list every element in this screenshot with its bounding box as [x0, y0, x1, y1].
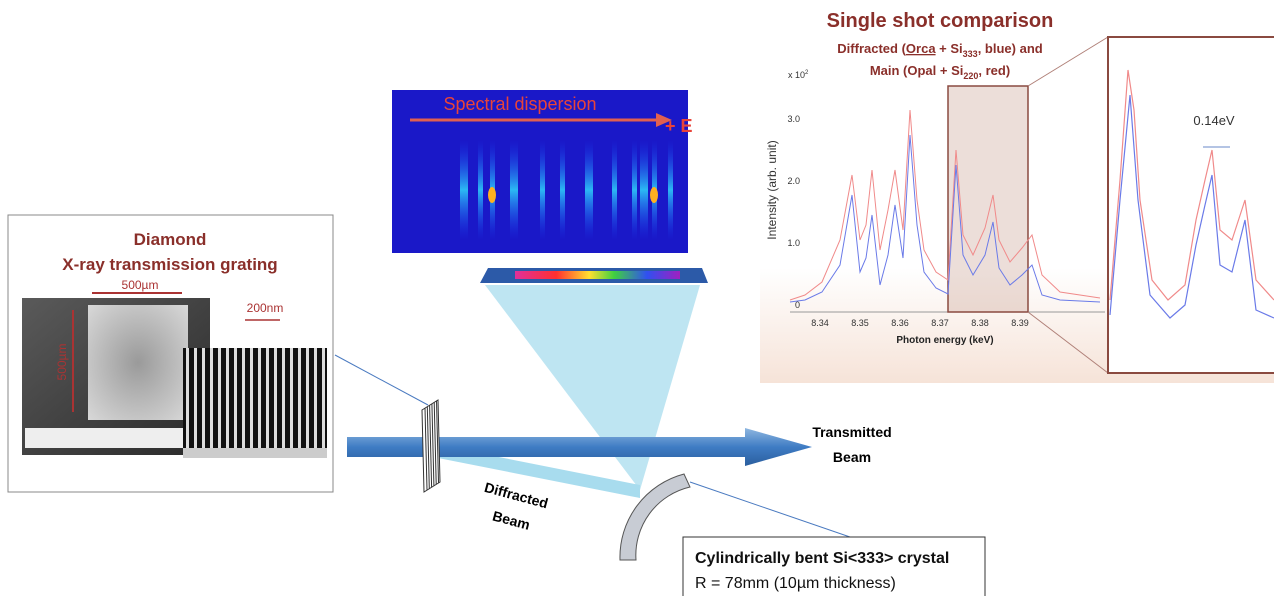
energy-label: + E [665, 116, 693, 136]
detector-stripe [585, 140, 593, 240]
y-axis-label: Intensity (arb. unit) [765, 140, 779, 239]
grating-line [322, 348, 325, 448]
grating-line [202, 348, 205, 448]
grating-line [226, 348, 229, 448]
detector-stripe [668, 140, 673, 240]
detector-stripe [540, 140, 545, 240]
detector-stripe [560, 140, 565, 240]
zoom-panel [1108, 37, 1274, 373]
x-tick-label: 8.36 [891, 318, 909, 328]
beam-label: Beam [491, 508, 532, 533]
grating-line [282, 348, 285, 448]
y-tick-label: 2.0 [787, 176, 800, 186]
grating-title: Diamond [134, 230, 207, 249]
grating-line [306, 348, 309, 448]
diffracted-cone [485, 285, 700, 490]
detector-stripe [640, 140, 648, 240]
x-tick-label: 8.38 [971, 318, 989, 328]
grating-line [210, 348, 213, 448]
detector-stripe [478, 140, 483, 240]
beam-label: Transmitted [812, 424, 891, 440]
spectrum-strip [515, 271, 680, 279]
grating-line [274, 348, 277, 448]
detector-stripe [510, 140, 518, 240]
grating-line [194, 348, 197, 448]
grating-line [250, 348, 253, 448]
panel-title: Single shot comparison [827, 10, 1054, 32]
zoom-annotation: 0.14eV [1193, 113, 1235, 128]
hot-spot [488, 187, 496, 203]
grating-line [186, 348, 189, 448]
hot-spot [650, 187, 658, 203]
diagram: Single shot comparison Diffracted (Orca … [0, 0, 1274, 596]
x-tick-label: 8.35 [851, 318, 869, 328]
height-label: 500µm [55, 344, 69, 381]
x-axis-label: Photon energy (keV) [896, 335, 993, 346]
grating-line [298, 348, 301, 448]
detector-stripe [612, 140, 617, 240]
grating-line [314, 348, 317, 448]
y-tick-label: 3.0 [787, 114, 800, 124]
grating-line [242, 348, 245, 448]
x-tick-label: 8.37 [931, 318, 949, 328]
info-bar [183, 448, 327, 458]
connector [690, 482, 850, 537]
y-tick-label: 1.0 [787, 238, 800, 248]
grating-pad [88, 305, 188, 420]
beam-label: Beam [833, 449, 871, 465]
beam-label: Diffracted [483, 479, 550, 511]
x-tick-label: 8.34 [811, 318, 829, 328]
width-label: 500µm [122, 278, 159, 292]
grating-line [258, 348, 261, 448]
x-tick-label: 8.39 [1011, 318, 1029, 328]
grating-line [218, 348, 221, 448]
transmitted-beam [347, 428, 812, 466]
grating-line [234, 348, 237, 448]
grating-line [290, 348, 293, 448]
connector [335, 355, 428, 405]
detector-label: Spectral dispersion [443, 94, 596, 114]
detector-stripe [632, 140, 637, 240]
sem-info-bar [25, 428, 185, 448]
grating-line [266, 348, 269, 448]
pitch-label: 200nm [247, 301, 284, 315]
crystal-title: Cylindrically bent Si<333> crystal [695, 550, 949, 567]
crystal-detail: R = 78mm (10µm thickness) [695, 575, 896, 592]
detector-stripe [460, 140, 468, 240]
grating-title: X-ray transmission grating [62, 255, 277, 274]
